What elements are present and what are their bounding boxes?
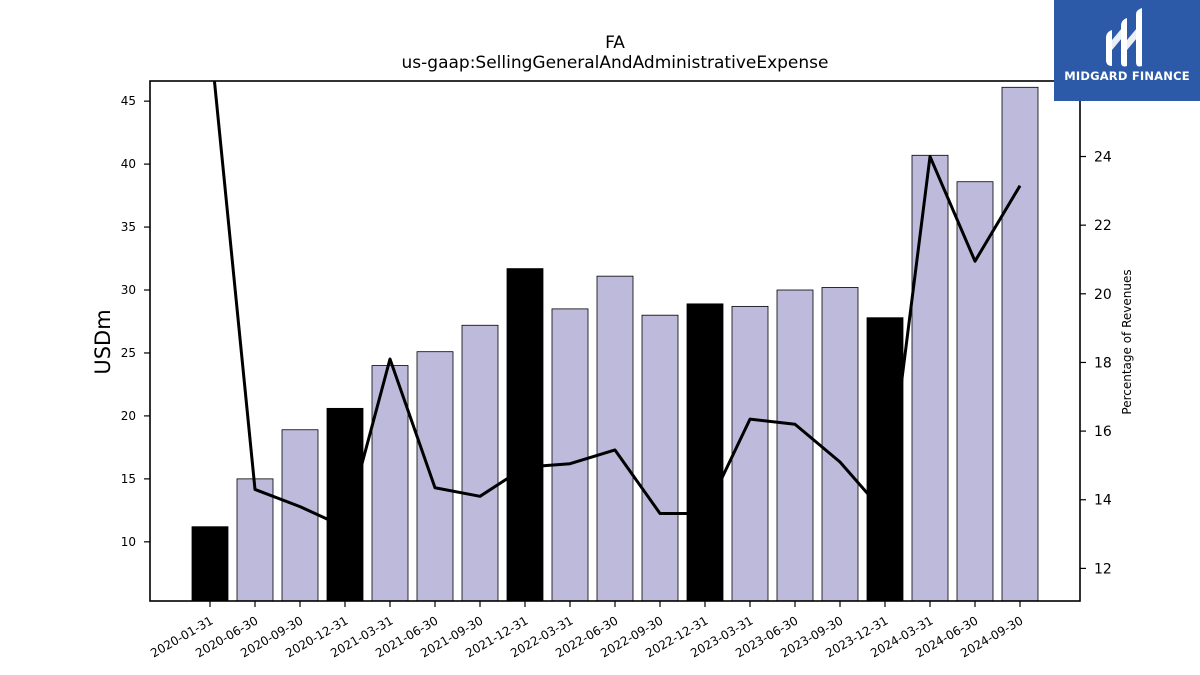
midgard-logo: MIDGARD FINANCE xyxy=(1054,0,1200,101)
y-tick-label: 25 xyxy=(121,346,136,360)
bar xyxy=(551,308,589,602)
y2-tick-label: 20 xyxy=(1094,287,1112,303)
y-axis-label: USDm xyxy=(91,309,115,374)
midgard-logo-icon xyxy=(1106,8,1142,67)
bar xyxy=(326,407,364,602)
y2-tick-label: 12 xyxy=(1094,561,1112,577)
y2-tick-label: 14 xyxy=(1094,493,1112,509)
bar xyxy=(1001,86,1039,602)
bar xyxy=(821,287,859,602)
y-tick-label: 15 xyxy=(121,472,136,486)
y-tick-label: 35 xyxy=(121,220,136,234)
y2-tick-label: 24 xyxy=(1094,150,1112,166)
chart-title: FA xyxy=(605,33,625,53)
bar xyxy=(911,154,949,602)
bar xyxy=(191,526,229,602)
bar xyxy=(731,305,769,602)
y-tick-label: 20 xyxy=(121,409,136,423)
logo-text: MIDGARD FINANCE xyxy=(1064,69,1190,83)
bar xyxy=(281,429,319,602)
bar xyxy=(236,478,274,602)
y-tick-label: 10 xyxy=(121,535,136,549)
bar xyxy=(641,314,679,602)
bar xyxy=(866,317,904,602)
y2-axis-label: Percentage of Revenues xyxy=(1120,269,1134,414)
bar xyxy=(461,324,499,602)
bar xyxy=(506,268,544,602)
y-tick-label: 45 xyxy=(121,94,136,108)
y2-tick-label: 16 xyxy=(1094,424,1112,440)
y-tick-label: 40 xyxy=(121,157,136,171)
bar xyxy=(956,181,994,602)
y2-tick-label: 22 xyxy=(1094,218,1112,234)
bar xyxy=(416,351,454,602)
bar xyxy=(596,275,634,602)
ratio-line xyxy=(212,81,1022,529)
chart-subtitle: us-gaap:SellingGeneralAndAdministrativeE… xyxy=(402,53,829,73)
bar xyxy=(776,289,814,602)
y2-tick-label: 18 xyxy=(1094,355,1112,371)
y-tick-label: 30 xyxy=(121,283,136,297)
bar xyxy=(686,303,724,602)
